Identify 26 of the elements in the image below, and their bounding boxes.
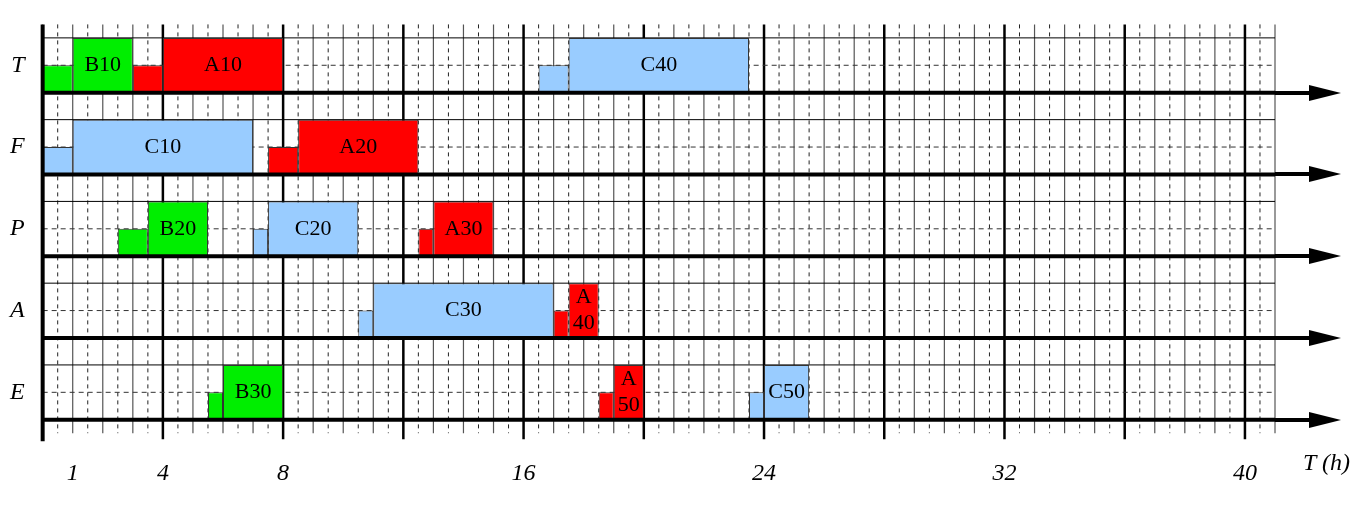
data-label: A10 [204, 51, 242, 77]
data-label: A40 [572, 283, 595, 335]
data-label: A30 [444, 214, 483, 240]
data-label: C20 [294, 214, 332, 240]
data-label: A50 [617, 365, 640, 417]
x-tick-label: 16 [511, 458, 536, 485]
y-tick-label: F [8, 132, 25, 159]
data-label: C40 [640, 51, 678, 77]
data-label: B30 [234, 378, 272, 404]
x-tick-label: 1 [66, 458, 79, 485]
x-tick-label: 24 [752, 458, 777, 485]
y-tick-label: E [8, 377, 25, 404]
y-tick-label: T [11, 50, 27, 77]
y-tick-label: P [8, 214, 25, 241]
data-label: C30 [445, 296, 482, 322]
data-label: B20 [159, 214, 197, 240]
x-tick-label: 8 [277, 458, 290, 485]
data-label: C10 [144, 132, 182, 158]
data-label: C50 [768, 378, 805, 404]
x-axis-title: T (h) [1303, 448, 1350, 475]
x-tick-label: 4 [156, 458, 169, 485]
data-label: B10 [84, 51, 122, 77]
x-tick-label: 40 [1232, 458, 1257, 485]
y-tick-label: A [7, 295, 25, 322]
data-label: A20 [339, 132, 378, 158]
x-tick-label: 32 [991, 458, 1017, 485]
